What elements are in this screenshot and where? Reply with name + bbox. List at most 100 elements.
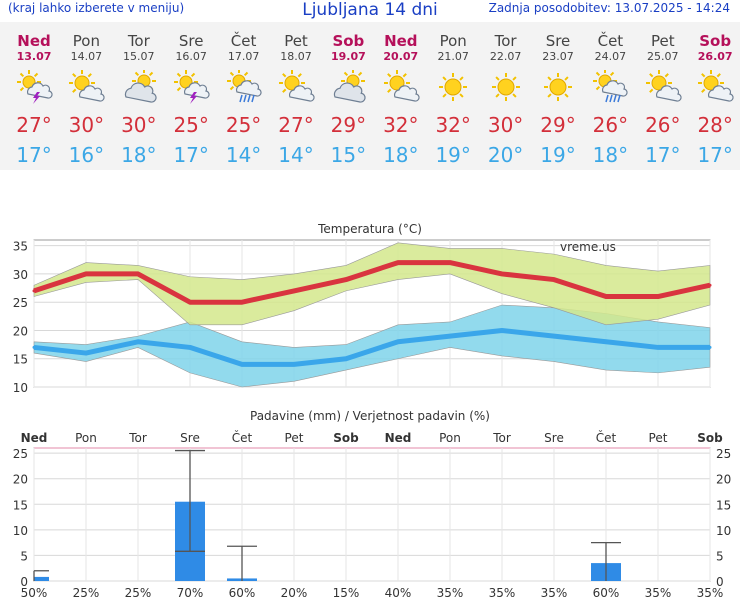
- sun-icon: [480, 64, 532, 110]
- day-column: Čet 24.07 26° 18°: [584, 22, 636, 170]
- precip-x-tick: Ned: [385, 431, 412, 445]
- day-name: Pet: [284, 32, 308, 50]
- day-column: Ned 13.07 27° 17°: [8, 22, 60, 170]
- min-temp-line-point: [448, 334, 452, 338]
- partly-cloudy-icon: [689, 64, 740, 110]
- temp-y-tick: 25: [13, 296, 28, 310]
- min-temp: 14°: [225, 143, 262, 167]
- min-temp: 18°: [383, 143, 419, 167]
- precip-y-tick-right: 20: [716, 473, 731, 487]
- max-temp-line-point: [604, 295, 608, 299]
- precip-chart-title: Padavine (mm) / Verjetnost padavin (%): [250, 409, 490, 423]
- max-temp: 25°: [173, 113, 209, 137]
- min-temp: 17°: [645, 143, 681, 167]
- max-temp: 29°: [330, 113, 367, 137]
- day-name: Sre: [178, 32, 204, 50]
- day-column: Sob 19.07 29° 15°: [322, 22, 374, 170]
- day-column: Sre 23.07 29° 19°: [532, 22, 584, 170]
- precip-probability: 20%: [281, 586, 308, 600]
- partly-cloudy-icon: [375, 64, 427, 110]
- min-temp-line-point: [32, 345, 36, 349]
- precip-y-tick-left: 0: [20, 575, 28, 589]
- max-temp-line: [33, 260, 711, 305]
- partly-cloudy-icon: [637, 64, 689, 110]
- cloudy-sun-icon: [322, 64, 374, 110]
- location-hint[interactable]: (kraj lahko izberete v meniju): [8, 1, 185, 15]
- last-updated: Zadnja posodobitev: 13.07.2025 - 14:24: [488, 1, 730, 15]
- day-date: 22.07: [489, 50, 522, 63]
- precip-probability: 60%: [593, 586, 620, 600]
- min-temp: 17°: [16, 143, 52, 167]
- precip-probability: 35%: [489, 586, 516, 600]
- day-date: 18.07: [280, 50, 312, 63]
- day-name: Ned: [17, 32, 51, 50]
- daily-forecast-strip: Ned 13.07 27° 17° Pon 14.07 30° 16° Tor 15.07 30° 1…: [0, 22, 740, 170]
- day-column: Pon 21.07 32° 19°: [427, 22, 479, 170]
- day-name: Ned: [384, 32, 418, 50]
- precip-y-tick-left: 20: [13, 473, 28, 487]
- day-column: Pet 25.07 26° 17°: [637, 22, 689, 170]
- precip-y-tick-left: 5: [20, 549, 28, 563]
- min-temp: 14°: [278, 143, 314, 167]
- max-temp-line-point: [136, 272, 140, 276]
- precip-probability: 60%: [229, 586, 256, 600]
- min-temp: 19°: [540, 143, 576, 167]
- cloudy-sun-icon: [113, 64, 165, 110]
- precip-x-tick: Tor: [492, 431, 511, 445]
- day-name: Tor: [127, 32, 150, 50]
- min-temp-line-point: [136, 340, 140, 344]
- max-temp: 27°: [278, 113, 314, 137]
- sun-icon: [427, 64, 479, 110]
- max-temp-line-point: [396, 261, 400, 265]
- precip-x-tick: Čet: [232, 430, 253, 445]
- min-temp-line-point: [552, 334, 556, 338]
- day-date: 14.07: [70, 50, 103, 63]
- page-title: Ljubljana 14 dni: [302, 0, 438, 20]
- day-name: Čet: [597, 32, 624, 50]
- precip-probability: 25%: [125, 586, 152, 600]
- day-date: 26.07: [697, 50, 733, 63]
- day-column: Čet 17.07 25° 14°: [218, 22, 270, 170]
- partly-cloudy-icon: [270, 64, 322, 110]
- max-temp-line-point: [656, 295, 660, 299]
- thunderstorm-icon: [8, 64, 60, 110]
- min-temp: 17°: [697, 143, 733, 167]
- max-temp: 32°: [435, 113, 471, 137]
- precip-y-tick-left: 10: [13, 524, 28, 538]
- max-temp-line-point: [240, 300, 244, 304]
- min-temp: 18°: [121, 143, 157, 167]
- precip-y-tick-right: 5: [716, 549, 724, 563]
- precip-x-tick: Pon: [439, 431, 461, 445]
- max-temp-line-point: [188, 300, 192, 304]
- temp-y-tick: 15: [13, 353, 28, 367]
- day-column: Tor 15.07 30° 18°: [113, 22, 165, 170]
- temp-y-tick: 30: [13, 268, 28, 282]
- day-date: 24.07: [594, 50, 627, 63]
- min-temp-line-point: [396, 340, 400, 344]
- day-date: 17.07: [227, 50, 260, 63]
- day-date: 13.07: [16, 50, 52, 63]
- min-temp: 16°: [68, 143, 105, 167]
- max-temp: 26°: [645, 113, 681, 137]
- max-temp: 27°: [16, 113, 52, 137]
- temp-y-tick: 20: [13, 324, 28, 338]
- precip-x-tick: Pet: [285, 431, 304, 445]
- temp-chart-title: Temperatura (°C): [317, 222, 422, 236]
- max-temp-line-point: [708, 283, 712, 287]
- watermark: vreme.us: [560, 240, 616, 254]
- day-name: Tor: [494, 32, 517, 50]
- precip-x-tick: Pet: [649, 431, 668, 445]
- min-temp: 19°: [435, 143, 471, 167]
- min-temp-line-point: [344, 357, 348, 361]
- max-temp-line-point: [32, 289, 36, 293]
- precip-x-tick: Sob: [333, 431, 359, 445]
- precip-x-tick: Sre: [544, 431, 564, 445]
- max-temp: 30°: [121, 113, 157, 137]
- min-temp-range-band: [33, 304, 711, 388]
- min-temp-line: [33, 327, 710, 367]
- min-temp: 20°: [487, 143, 524, 167]
- rain-shower-icon: [584, 64, 636, 110]
- day-date: 15.07: [123, 50, 155, 63]
- min-temp: 17°: [173, 143, 209, 167]
- precip-probability: 70%: [177, 586, 204, 600]
